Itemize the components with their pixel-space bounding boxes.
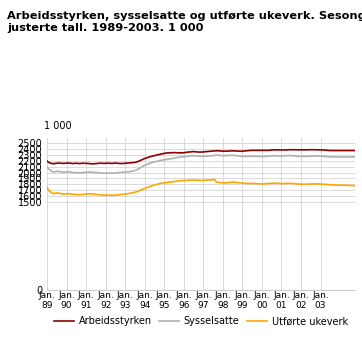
Legend: Arbeidsstyrken, Sysselsatte, Utførte ukeverk: Arbeidsstyrken, Sysselsatte, Utførte uke… (50, 312, 352, 331)
Text: Arbeidsstyrken, sysselsatte og utførte ukeverk. Sesong-
justerte tall. 1989-2003: Arbeidsstyrken, sysselsatte og utførte u… (7, 11, 362, 33)
Text: 1 000: 1 000 (44, 122, 72, 131)
